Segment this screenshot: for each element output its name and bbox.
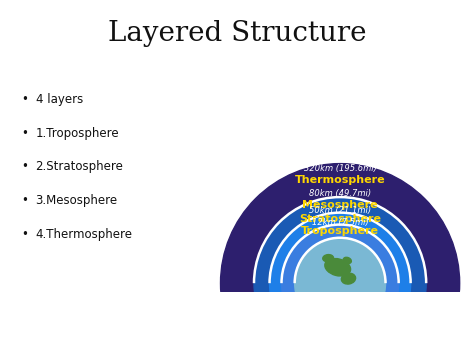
Text: 4.Thermosphere: 4.Thermosphere <box>36 228 133 241</box>
Ellipse shape <box>325 258 351 276</box>
Text: •: • <box>21 228 28 241</box>
Text: •: • <box>21 127 28 140</box>
Circle shape <box>295 238 385 329</box>
Ellipse shape <box>343 257 351 264</box>
Text: Thermosphere: Thermosphere <box>295 175 385 185</box>
Circle shape <box>220 164 460 355</box>
Text: 80km (49.7mi): 80km (49.7mi) <box>309 189 371 198</box>
Ellipse shape <box>341 273 356 284</box>
Ellipse shape <box>323 255 334 262</box>
Text: Stratosphere: Stratosphere <box>299 214 381 224</box>
Text: 12km (7.5mi): 12km (7.5mi) <box>312 218 368 227</box>
Circle shape <box>254 197 426 355</box>
Text: •: • <box>21 160 28 173</box>
Text: •: • <box>21 93 28 106</box>
Text: 320km (195.6mi): 320km (195.6mi) <box>304 164 376 173</box>
Text: •: • <box>21 194 28 207</box>
Text: Mesosphere: Mesosphere <box>302 200 378 210</box>
Text: 1.Troposphere: 1.Troposphere <box>36 127 119 140</box>
Text: Troposphere: Troposphere <box>301 226 379 236</box>
Circle shape <box>282 225 399 342</box>
Text: 3.Mesosphere: 3.Mesosphere <box>36 194 118 207</box>
Text: 4 layers: 4 layers <box>36 93 83 106</box>
Circle shape <box>270 213 410 354</box>
Text: Layered Structure: Layered Structure <box>108 20 366 47</box>
Text: 50km (21.1mi): 50km (21.1mi) <box>309 206 371 215</box>
Text: 2.Stratosphere: 2.Stratosphere <box>36 160 123 173</box>
